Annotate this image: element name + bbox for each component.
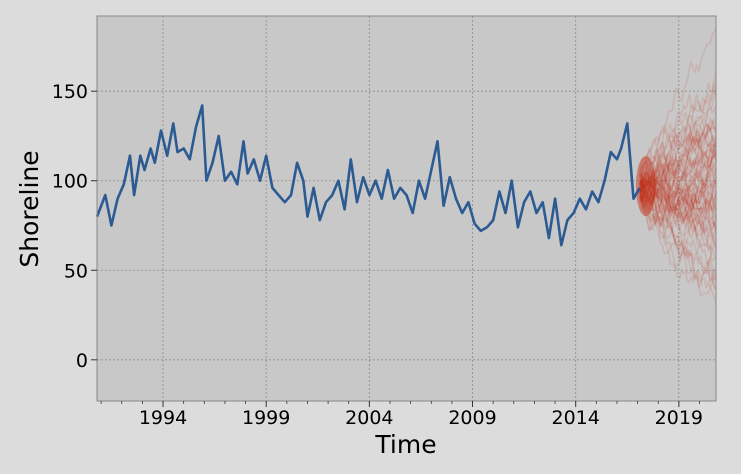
y-tick-label: 100 [52, 171, 88, 193]
y-tick-label: 150 [52, 81, 88, 103]
forecast-path [639, 176, 717, 223]
forecast-path [638, 161, 717, 225]
forecast-path [639, 156, 717, 209]
forecast-path [638, 111, 717, 173]
forecast-path [639, 192, 717, 255]
x-tick-label: 2004 [345, 407, 393, 429]
forecast-path [638, 87, 717, 204]
forecast-path [639, 171, 717, 225]
forecast-path [639, 125, 717, 192]
forecast-path [638, 149, 717, 212]
forecast-path [639, 187, 717, 247]
forecast-path [639, 192, 717, 305]
forecast-path [638, 190, 717, 225]
forecast-path [639, 93, 717, 178]
x-tick-label: 2014 [552, 407, 600, 429]
forecast-path [638, 167, 717, 229]
forecast-path [638, 188, 717, 298]
forecast-path [639, 170, 717, 234]
forecast-path [639, 145, 717, 185]
forecast-path [638, 188, 717, 227]
forecast-path [639, 123, 717, 191]
forecast-path [639, 173, 717, 282]
forecast-path [638, 172, 717, 219]
forecast-path [639, 171, 717, 231]
forecast-path [638, 128, 717, 204]
x-axis-ticks: 1994 1999 2004 2009 2014 2019 [100, 401, 703, 429]
y-axis-title: Shoreline [15, 150, 44, 267]
forecast-path [639, 174, 717, 249]
x-tick-label: 1994 [139, 407, 187, 429]
observed-line [95, 104, 641, 247]
x-axis-title: Time [374, 430, 436, 459]
forecast-path [638, 163, 717, 239]
x-tick-label: 2009 [448, 407, 496, 429]
forecast-path [639, 177, 717, 261]
forecast-path [639, 116, 717, 212]
forecast-path [638, 132, 717, 189]
forecast-path [638, 132, 717, 187]
forecast-path [638, 186, 717, 291]
forecast-path [638, 140, 717, 201]
forecast-path [638, 145, 717, 227]
forecast-path [639, 184, 717, 282]
forecast-core [635, 156, 656, 217]
forecast-path [639, 136, 717, 203]
forecast-path [639, 156, 717, 203]
forecast-path [639, 168, 717, 258]
forecast-path [638, 147, 717, 205]
forecast-path [638, 181, 717, 273]
forecast-path [639, 153, 717, 208]
plot-frame [96, 15, 717, 402]
forecast-path [639, 170, 717, 216]
forecast-path [638, 144, 717, 224]
forecast-path [639, 122, 717, 202]
plot-area [97, 16, 716, 401]
y-axis-ticks: 0 50 100 150 [52, 81, 97, 372]
forecast-path [638, 117, 717, 199]
x-tick-label: 1999 [242, 407, 290, 429]
forecast-path [639, 168, 717, 211]
y-tick-label: 50 [64, 260, 88, 282]
grid-lines [97, 16, 716, 401]
x-tick-label: 2019 [655, 407, 703, 429]
forecast-path [639, 168, 717, 235]
forecast-path [639, 182, 717, 232]
forecast-path [638, 176, 717, 219]
forecast-path [639, 152, 717, 216]
forecast-path [639, 163, 717, 210]
forecast-path [638, 182, 717, 252]
forecast-path [638, 183, 717, 228]
forecast-path [638, 190, 716, 289]
observed-series [95, 104, 641, 247]
forecast-path [639, 170, 717, 221]
forecast-path [639, 122, 717, 209]
forecast-path [639, 82, 717, 200]
forecast-path [638, 138, 717, 219]
forecast-path [639, 86, 717, 192]
forecast-path [639, 157, 717, 224]
forecast-paths [635, 28, 717, 305]
forecast-path [638, 161, 717, 211]
forecast-path [638, 132, 717, 194]
forecast-path [639, 114, 717, 192]
forecast-path [639, 138, 717, 201]
forecast-path [639, 118, 717, 210]
forecast-path [639, 138, 717, 214]
forecast-path [639, 175, 717, 262]
forecast-path [638, 178, 717, 231]
forecast-path [638, 28, 717, 177]
forecast-path [639, 149, 717, 194]
forecast-path [638, 163, 717, 231]
forecast-path [639, 68, 717, 201]
y-tick-label: 0 [76, 350, 88, 372]
